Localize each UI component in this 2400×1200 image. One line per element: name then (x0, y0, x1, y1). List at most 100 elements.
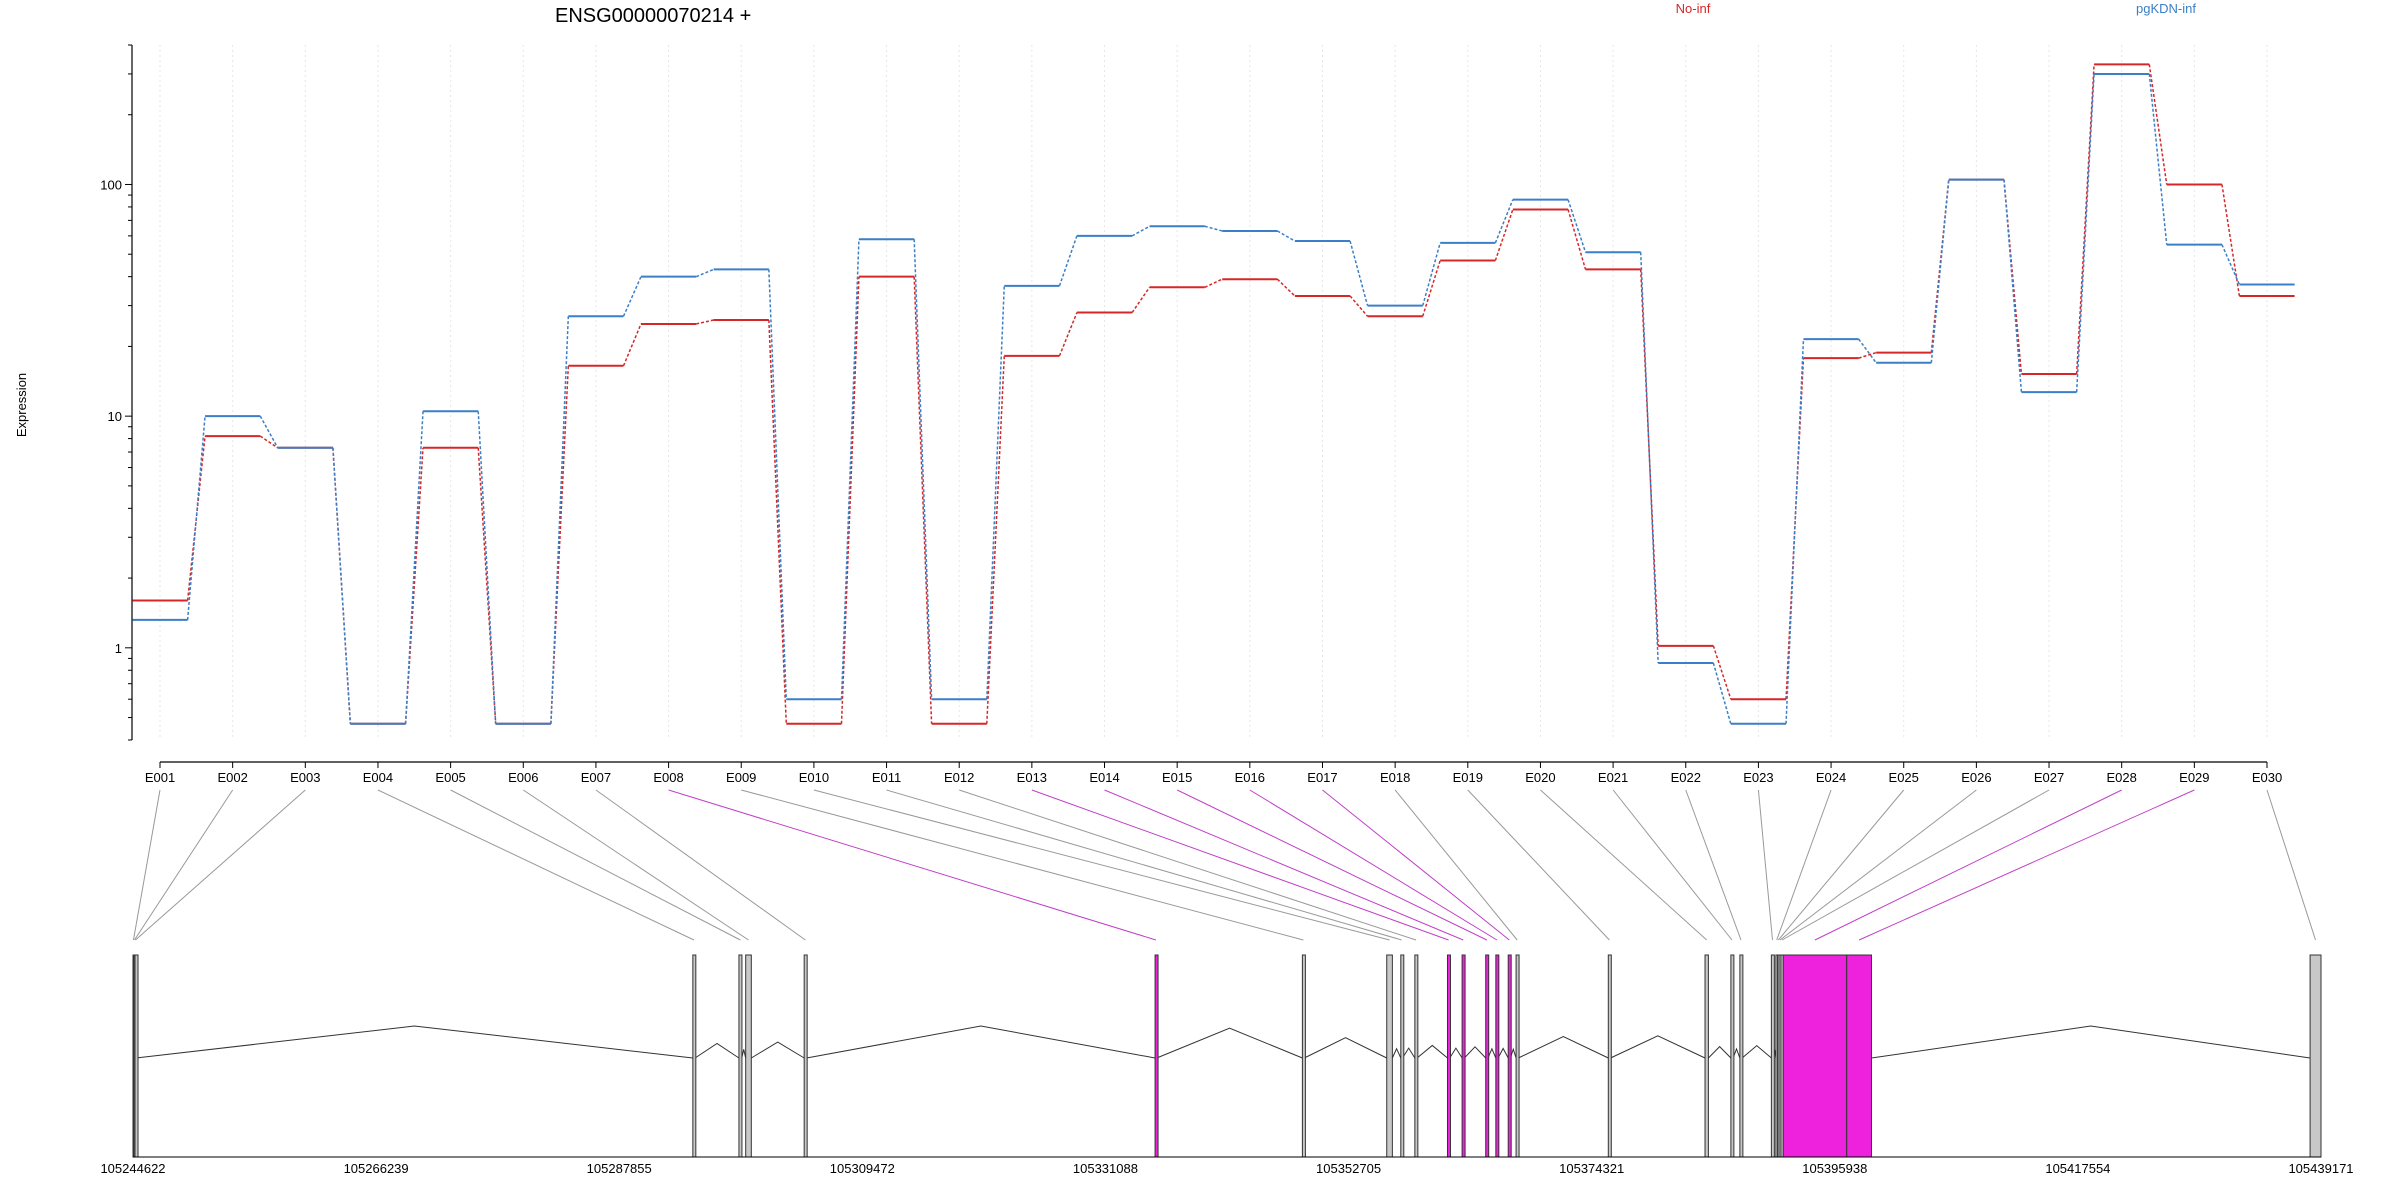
series-connector (1058, 312, 1078, 357)
series-connector (2148, 73, 2168, 245)
exon-connector (2266, 789, 2317, 941)
series-connector (550, 365, 570, 724)
x-tick-label: E023 (1743, 770, 1773, 785)
series-connector (840, 276, 860, 724)
intron (1449, 1047, 1463, 1059)
coordinate-label: 105374321 (1559, 1161, 1624, 1176)
exon-connector (1467, 789, 1610, 941)
exon-block (1446, 954, 1451, 1158)
intron (1487, 1047, 1497, 1059)
x-tick-label: E015 (1162, 770, 1192, 785)
x-tick-label: E021 (1598, 770, 1628, 785)
exon-connector (132, 789, 161, 941)
exon-block (1507, 954, 1512, 1158)
exon-connector (1685, 789, 1742, 941)
exon-block (1495, 954, 1500, 1158)
intron (1156, 1027, 1303, 1059)
exon-connector (522, 789, 749, 941)
series-connector (186, 416, 206, 620)
x-tick-label: E002 (217, 770, 247, 785)
series-connector (1785, 339, 1805, 724)
x-tick-label: E011 (872, 770, 901, 785)
intron (1391, 1047, 1402, 1059)
intron (1416, 1044, 1448, 1059)
exon-block (1461, 954, 1466, 1158)
series-connector (768, 319, 788, 724)
exon-connector (377, 789, 695, 941)
intron (1304, 1037, 1387, 1059)
series-connector (986, 355, 1006, 724)
series-connector (1422, 260, 1441, 317)
exon-connector (1176, 789, 1488, 941)
gene-model: 105244622 105266239 105287855 105309472 1053… (100, 954, 2354, 1176)
vertical-grid (159, 45, 2268, 740)
exon-block (803, 954, 808, 1158)
series-connector (1131, 286, 1151, 313)
coordinate-label: 105395938 (1802, 1161, 1867, 1176)
series-pgkdn-inf (132, 72, 2295, 725)
intron (1741, 1044, 1772, 1059)
exon-block (738, 954, 743, 1158)
series-connector (1204, 225, 1223, 232)
series-connector (1858, 351, 1877, 359)
series-connector (2075, 73, 2095, 393)
exon-connector (1540, 789, 1708, 941)
x-tick-label: E012 (944, 770, 974, 785)
coordinate-label: 105244622 (100, 1161, 165, 1176)
series-connector (1639, 252, 1659, 664)
x-tick-label: E017 (1307, 770, 1337, 785)
x-tick-label: E010 (799, 770, 829, 785)
series-connector (1639, 269, 1659, 646)
intron (1708, 1045, 1732, 1059)
series-connector (1494, 209, 1514, 261)
series-connector (622, 323, 642, 367)
exon-block (1301, 954, 1306, 1158)
series-connector (913, 276, 933, 724)
exon-connector (450, 789, 741, 941)
exon-block (2309, 954, 2322, 1158)
series-connector (1277, 230, 1296, 242)
series-connector (1058, 235, 1078, 287)
series-connector (1567, 209, 1587, 270)
exon-connector (1814, 789, 2122, 941)
exon-block (1414, 954, 1419, 1158)
exon-block (1770, 954, 1775, 1158)
series-connector (1422, 242, 1441, 306)
coordinate-label: 105266239 (344, 1161, 409, 1176)
series-connector (477, 411, 497, 724)
chart-title: ENSG00000070214 + (555, 5, 751, 27)
x-tick-label: E020 (1525, 770, 1555, 785)
exon-connector (1781, 789, 2050, 941)
x-tick-label: E030 (2252, 770, 2282, 785)
exon-connector (813, 789, 1390, 941)
exon-block (1730, 954, 1735, 1158)
series-connector (550, 316, 570, 724)
x-tick-label: E018 (1380, 770, 1410, 785)
intron (1518, 1035, 1609, 1059)
series-connector (1276, 278, 1296, 297)
intron (751, 1041, 805, 1059)
x-tick-label: E026 (1961, 770, 1991, 785)
series-connector (913, 239, 933, 700)
series-connector (840, 239, 860, 700)
series-connector (695, 268, 714, 278)
series-connector (2221, 184, 2241, 297)
exon-block (134, 954, 139, 1158)
x-tick-label: E013 (1017, 770, 1047, 785)
intron (694, 1042, 740, 1059)
exon-block (1515, 954, 1520, 1158)
series-connector (768, 269, 788, 700)
exon-block (692, 954, 697, 1158)
exon-connector (1858, 789, 2195, 941)
x-tick-label: E016 (1235, 770, 1265, 785)
series-connector (259, 415, 279, 449)
series-connector (404, 411, 424, 724)
exon-block (1846, 954, 1872, 1158)
series-connector (2148, 64, 2168, 185)
series-connector (622, 276, 642, 317)
exon-block (1782, 954, 1848, 1158)
intron (1871, 1025, 2311, 1059)
exon-connector (1031, 789, 1449, 941)
legend-entry-no-inf: No-inf (1676, 1, 1711, 16)
exon-connector (135, 789, 306, 941)
